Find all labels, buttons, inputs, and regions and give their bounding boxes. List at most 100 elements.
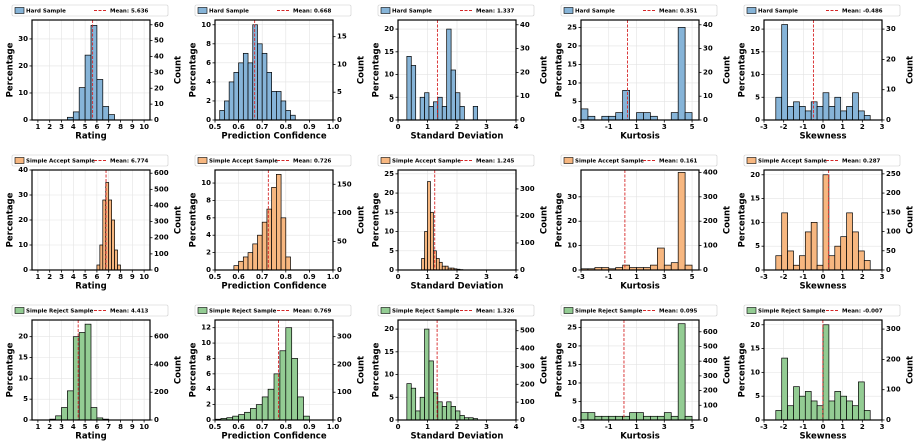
y2-tick-label: 400 [154,201,169,209]
y2-tick-label: 0 [886,266,891,274]
bar [840,236,847,271]
y2-tick-label: 200 [337,360,352,368]
x-tick-label: 4 [514,123,519,131]
y-tick-label: 8 [206,40,211,48]
y-tick-label: 10 [201,179,211,187]
x-tick-label: 1 [35,273,40,281]
x-tick-label: 5 [690,273,695,281]
y-axis-label: Percentage [372,192,382,247]
x-tick-label: 2 [47,123,52,131]
bar [858,381,865,421]
bar [430,211,434,271]
legend-label: Simple Accept Sample [392,158,461,164]
x-axis-label: Prediction Confidence [221,132,326,142]
y-tick-label: 0 [572,116,577,124]
legend-label: Simple Reject Sample [758,308,826,314]
y2-tick-label: 500 [703,342,718,350]
plot-frame [580,19,700,121]
x-tick-label: 5 [690,423,695,431]
legend-mean-label: Mean: 6.774 [110,158,149,164]
y-tick-label: 2 [206,249,211,257]
x-tick-label: 2 [455,123,460,131]
y2-tick-label: 40 [520,21,530,29]
y2-axis-label: Count [906,356,915,384]
y2-tick-label: 100 [886,228,901,236]
x-tick-label: 1 [840,273,845,281]
y-tick-label: 20 [567,42,577,50]
y-tick-label: 10 [18,241,28,249]
plot-frame [31,319,151,421]
x-axis-label: Standard Deviation [411,432,504,442]
y-tick-label: 0 [755,116,760,124]
bar [437,401,443,421]
y2-tick-label: 300 [520,185,535,193]
x-tick-label: -2 [780,123,788,131]
bar [781,357,788,421]
x-tick-label: 7 [106,123,111,131]
y2-tick-label: 200 [703,217,718,225]
y-tick-label: 0 [755,416,760,424]
bar [438,261,443,271]
bar [424,92,430,121]
x-tick-label: 3 [662,423,667,431]
y-tick-label: 0 [572,416,577,424]
y-tick-label: 0 [389,416,394,424]
y2-axis-label: Count [540,356,550,384]
legend-mean-label: Mean: 0.726 [293,158,332,164]
bar [428,360,434,421]
y2-tick-label: 300 [886,325,901,333]
x-tick-label: 0.7 [256,423,269,431]
x-tick-label: 1 [35,123,40,131]
y-tick-label: 0 [206,266,211,274]
bar [410,65,417,121]
y2-tick-label: 200 [703,387,718,395]
bar [410,387,417,421]
x-axis-label: Rating [75,432,106,442]
bar [799,255,806,271]
x-tick-label: 1 [634,273,639,281]
y2-tick-label: 100 [154,250,169,258]
bar [852,92,859,121]
x-tick-label: 10 [139,423,149,431]
plot-frame [397,169,517,271]
bar [846,106,853,121]
x-axis-label: Rating [75,132,106,142]
bar [111,219,115,271]
y-tick-label: 5 [389,393,394,401]
y-axis-label: Percentage [738,192,748,247]
bar [285,327,293,421]
x-tick-label: 6 [94,123,99,131]
x-tick-label: 0.8 [280,123,293,131]
bar [273,373,281,421]
x-tick-label: -2 [780,423,788,431]
x-tick-label: 3 [880,423,885,431]
y2-tick-label: 10 [886,86,896,94]
bar [99,244,104,271]
x-tick-label: -1 [799,123,807,131]
bar [428,106,434,121]
legend-swatch [380,157,391,164]
bar [828,400,836,421]
legend-mean-label: Mean: 1.337 [476,8,515,14]
y-tick-label: 10 [201,339,211,347]
x-tick-label: 0.9 [303,423,316,431]
bar [271,187,277,271]
y-tick-label: 10 [750,71,760,79]
y-tick-label: 20 [750,321,760,329]
bar [96,264,101,271]
x-tick-label: 8 [118,123,123,131]
legend-swatch [14,157,25,164]
y-tick-label: 0 [389,266,394,274]
x-tick-label: 4 [514,273,519,281]
bar [233,72,239,121]
y-tick-label: 6 [206,214,211,222]
bar [61,407,68,421]
legend-label: Hard Sample [575,8,615,14]
y2-tick-label: 50 [886,247,896,255]
y-tick-label: 15 [18,354,28,362]
panel: 0 10 20 30 1 2 3 4 5 6 7 8 9 10 0 10 20 30 40 50 60 Rating Per… [6,4,184,142]
